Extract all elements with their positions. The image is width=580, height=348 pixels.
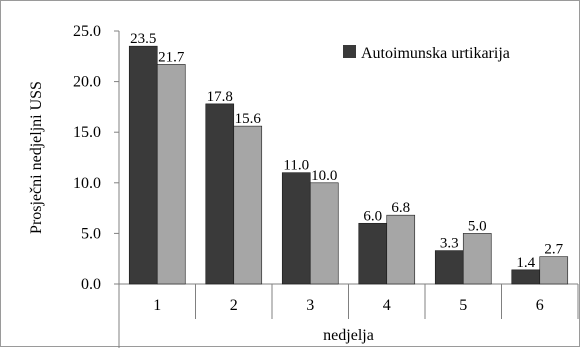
y-tick-label: 25.0: [73, 23, 101, 40]
legend-swatch-autoimunska-urtikarija: [343, 45, 356, 58]
bar-series-1-cat-5: [434, 250, 464, 285]
data-label-series-1: 11.0: [283, 158, 309, 174]
data-label-series-2: 6.8: [391, 200, 410, 216]
x-tick-label: 2: [230, 297, 238, 314]
x-tick-label: 5: [459, 297, 467, 314]
bar-series-1-cat-3: [281, 172, 311, 285]
data-labels: 23.5 17.8 11.0 6.0 3.3 1.4 21.7 15.6 10.0 6.8 5.0 2…: [130, 31, 564, 271]
data-label-series-2: 15.6: [235, 111, 262, 127]
bar-series-1-cat-4: [358, 222, 388, 285]
x-tick-label: 6: [536, 297, 544, 314]
legend: Autoimunska urtikarija: [343, 45, 510, 62]
data-label-series-2: 21.7: [158, 49, 185, 65]
bar-series-1-cat-2: [205, 103, 235, 285]
bar-series-1-cat-6: [511, 269, 541, 285]
data-label-series-1: 6.0: [363, 208, 382, 224]
data-label-series-2: 10.0: [311, 168, 337, 184]
data-label-series-1: 17.8: [207, 89, 233, 105]
y-tick-label: 15.0: [73, 124, 101, 141]
y-tick-label: 0.0: [81, 276, 101, 293]
y-tick-label: 20.0: [73, 74, 101, 91]
bars: [128, 45, 569, 285]
bar-series-2-cat-6: [539, 256, 569, 285]
x-axis-title: nedjelja: [323, 327, 374, 344]
legend-label-autoimunska-urtikarija: Autoimunska urtikarija: [361, 45, 510, 62]
data-label-series-2: 5.0: [468, 218, 487, 234]
y-axis-title: Prosječni nedjeljni USS: [28, 81, 45, 234]
x-tick-label: 3: [306, 297, 314, 314]
y-tick-label: 5.0: [81, 225, 101, 242]
y-tick-label: 10.0: [73, 175, 101, 192]
data-label-series-1: 23.5: [130, 31, 156, 47]
data-label-series-1: 3.3: [440, 236, 459, 252]
bar-series-2-cat-5: [462, 233, 492, 285]
x-ticks: 1 2 3 4 5 6: [118, 284, 579, 319]
bar-series-2-cat-3: [309, 182, 339, 285]
x-tick-label: 4: [383, 297, 391, 314]
bar-series-2-cat-1: [156, 64, 186, 285]
data-label-series-2: 2.7: [544, 242, 563, 258]
y-ticks: 0.0 5.0 10.0 15.0 20.0 25.0: [73, 23, 119, 293]
bar-series-2-cat-2: [233, 125, 263, 285]
x-tick-label: 1: [153, 297, 161, 314]
bar-series-2-cat-4: [386, 214, 416, 285]
data-label-series-1: 1.4: [516, 255, 535, 271]
bar-series-1-cat-1: [128, 45, 158, 285]
